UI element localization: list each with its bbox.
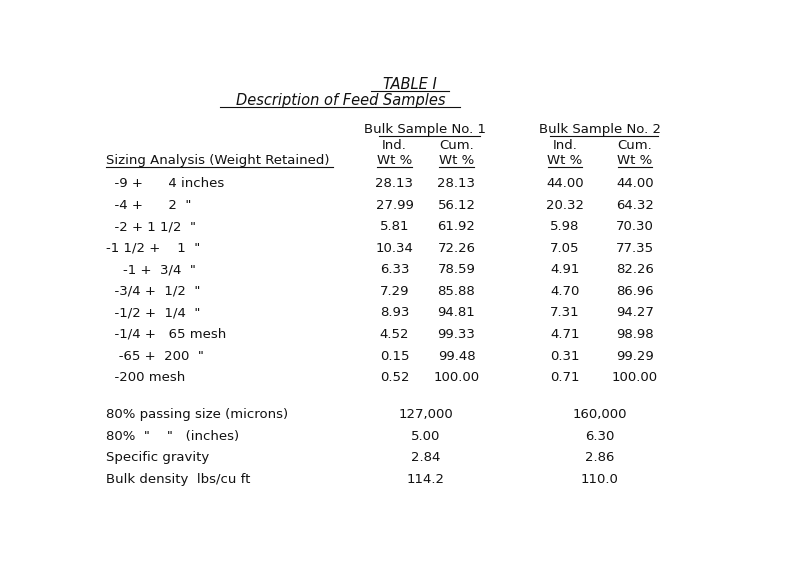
Text: Bulk Sample No. 2: Bulk Sample No. 2 [539, 123, 661, 136]
Text: 5.98: 5.98 [550, 220, 580, 233]
Text: 6.30: 6.30 [585, 430, 614, 443]
Text: TABLE I: TABLE I [383, 78, 437, 92]
Text: -65 +  200  ": -65 + 200 " [106, 349, 204, 362]
Text: 10.34: 10.34 [375, 242, 414, 255]
Text: Ind.: Ind. [382, 138, 407, 151]
Text: -1/4 +   65 mesh: -1/4 + 65 mesh [106, 328, 226, 341]
Text: 98.98: 98.98 [616, 328, 654, 341]
Text: Cum.: Cum. [439, 138, 474, 151]
Text: -9 +      4 inches: -9 + 4 inches [106, 177, 225, 190]
Text: 4.91: 4.91 [550, 263, 580, 276]
Text: 56.12: 56.12 [438, 198, 475, 211]
Text: 86.96: 86.96 [616, 285, 654, 298]
Text: Ind.: Ind. [553, 138, 578, 151]
Text: 160,000: 160,000 [573, 408, 627, 421]
Text: 2.84: 2.84 [411, 451, 440, 464]
Text: 82.26: 82.26 [616, 263, 654, 276]
Text: 5.81: 5.81 [380, 220, 410, 233]
Text: 44.00: 44.00 [616, 177, 654, 190]
Text: 100.00: 100.00 [434, 371, 479, 384]
Text: 80% passing size (microns): 80% passing size (microns) [106, 408, 288, 421]
Text: Wt %: Wt % [547, 154, 582, 167]
Text: 99.29: 99.29 [616, 349, 654, 362]
Text: -2 + 1 1/2  ": -2 + 1 1/2 " [106, 220, 196, 233]
Text: 5.00: 5.00 [411, 430, 440, 443]
Text: -200 mesh: -200 mesh [106, 371, 186, 384]
Text: Wt %: Wt % [377, 154, 412, 167]
Text: 61.92: 61.92 [438, 220, 475, 233]
Text: 94.81: 94.81 [438, 306, 475, 319]
Text: 4.71: 4.71 [550, 328, 580, 341]
Text: 27.99: 27.99 [375, 198, 414, 211]
Text: -4 +      2  ": -4 + 2 " [106, 198, 191, 211]
Text: 78.59: 78.59 [438, 263, 475, 276]
Text: 99.33: 99.33 [438, 328, 475, 341]
Text: 127,000: 127,000 [398, 408, 453, 421]
Text: Specific gravity: Specific gravity [106, 451, 210, 464]
Text: Description of Feed Samples: Description of Feed Samples [235, 93, 445, 108]
Text: 0.15: 0.15 [380, 349, 410, 362]
Text: 7.29: 7.29 [380, 285, 410, 298]
Text: 28.13: 28.13 [375, 177, 414, 190]
Text: 28.13: 28.13 [438, 177, 475, 190]
Text: 0.52: 0.52 [380, 371, 410, 384]
Text: 8.93: 8.93 [380, 306, 409, 319]
Text: Wt %: Wt % [617, 154, 652, 167]
Text: -1 1/2 +    1  ": -1 1/2 + 1 " [106, 242, 201, 255]
Text: 2.86: 2.86 [585, 451, 614, 464]
Text: 114.2: 114.2 [406, 473, 445, 486]
Text: 94.27: 94.27 [616, 306, 654, 319]
Text: 4.52: 4.52 [380, 328, 410, 341]
Text: 85.88: 85.88 [438, 285, 475, 298]
Text: 100.00: 100.00 [612, 371, 658, 384]
Text: -1 +  3/4  ": -1 + 3/4 " [106, 263, 196, 276]
Text: -3/4 +  1/2  ": -3/4 + 1/2 " [106, 285, 201, 298]
Text: Cum.: Cum. [618, 138, 652, 151]
Text: Wt %: Wt % [439, 154, 474, 167]
Text: Bulk density  lbs/cu ft: Bulk density lbs/cu ft [106, 473, 250, 486]
Text: Bulk Sample No. 1: Bulk Sample No. 1 [365, 123, 486, 136]
Text: 99.48: 99.48 [438, 349, 475, 362]
Text: 0.71: 0.71 [550, 371, 580, 384]
Text: 72.26: 72.26 [438, 242, 475, 255]
Text: 77.35: 77.35 [616, 242, 654, 255]
Text: 80%  "    "   (inches): 80% " " (inches) [106, 430, 239, 443]
Text: 110.0: 110.0 [581, 473, 619, 486]
Text: Sizing Analysis (Weight Retained): Sizing Analysis (Weight Retained) [106, 154, 330, 167]
Text: -1/2 +  1/4  ": -1/2 + 1/4 " [106, 306, 201, 319]
Text: 7.05: 7.05 [550, 242, 580, 255]
Text: 70.30: 70.30 [616, 220, 654, 233]
Text: 44.00: 44.00 [546, 177, 584, 190]
Text: 64.32: 64.32 [616, 198, 654, 211]
Text: 6.33: 6.33 [380, 263, 410, 276]
Text: 7.31: 7.31 [550, 306, 580, 319]
Text: 20.32: 20.32 [546, 198, 584, 211]
Text: 4.70: 4.70 [550, 285, 580, 298]
Text: 0.31: 0.31 [550, 349, 580, 362]
